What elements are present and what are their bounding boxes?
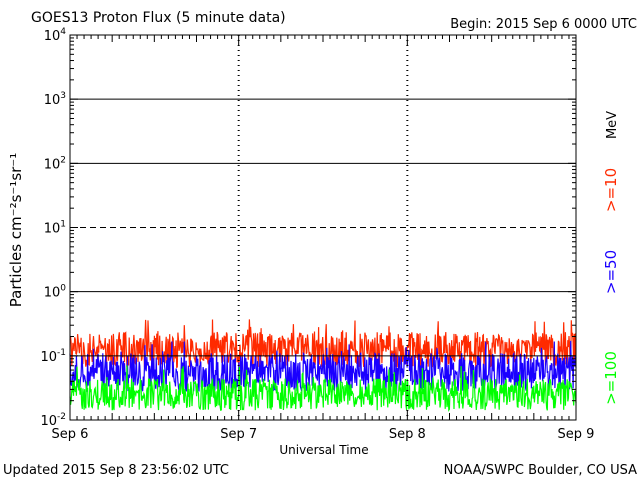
x-tick-label: Sep 6 (52, 427, 89, 442)
credit-label: NOAA/SWPC Boulder, CO USA (444, 463, 637, 478)
legend-entry-1: >=10 (602, 168, 620, 212)
legend-entry-3: >=100 (602, 351, 620, 405)
y-tick-label: 10-1 (40, 348, 66, 365)
legend-entry-2: >=50 (602, 250, 620, 294)
y-tick-label: 102 (44, 155, 66, 172)
legend: >=10 >=50 >=100 MeV (602, 111, 620, 405)
chart-title: GOES13 Proton Flux (5 minute data) (31, 10, 286, 26)
x-axis-label: Universal Time (279, 443, 368, 457)
y-tick-label: 101 (44, 220, 66, 237)
y-tick-label: 100 (44, 284, 67, 301)
series-line-2 (69, 340, 577, 392)
x-tick-label: Sep 8 (389, 427, 426, 442)
y-tick-label: 10-2 (40, 412, 66, 429)
x-tick-label: Sep 7 (220, 427, 257, 442)
begin-label: Begin: 2015 Sep 6 0000 UTC (450, 17, 637, 32)
x-tick-label: Sep 9 (558, 427, 595, 442)
legend-unit: MeV (605, 111, 620, 139)
y-tick-label: 104 (44, 27, 67, 44)
updated-timestamp: Updated 2015 Sep 8 23:56:02 UTC (3, 463, 229, 478)
y-tick-label: 103 (44, 91, 66, 108)
y-axis-label: Particles cm⁻²s⁻¹sr⁻¹ (7, 153, 25, 307)
series-line-3 (69, 365, 577, 412)
